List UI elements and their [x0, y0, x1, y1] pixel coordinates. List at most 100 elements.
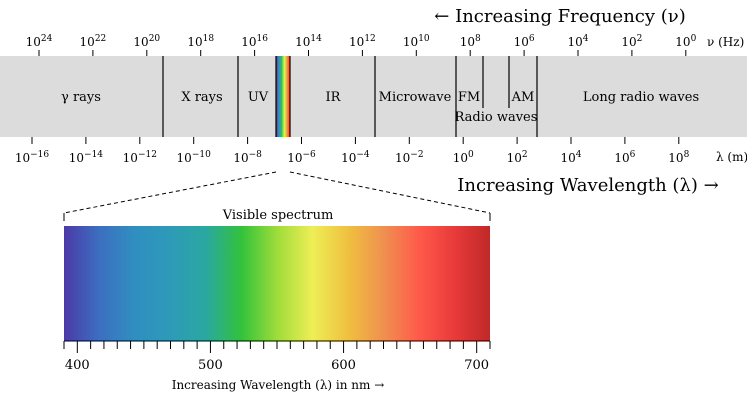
band-label-xray: X rays: [181, 90, 222, 105]
wavelength-tick-label: 10−8: [233, 150, 262, 165]
wavelength-title: Increasing Wavelength (λ): [457, 175, 698, 196]
band-label-radio: Radio waves: [455, 110, 538, 125]
wavelength-tick-label: 10−10: [177, 150, 212, 165]
wavelength-tick-base: 10: [614, 151, 629, 165]
wavelength-tick-label: 10−14: [69, 150, 104, 165]
wavelength-tick-label: 10−6: [287, 150, 316, 165]
frequency-tick-label: 1010: [403, 34, 430, 49]
wavelength-tick-base: 10: [668, 151, 683, 165]
frequency-tick-exp: 0: [691, 34, 697, 44]
wavelength-tick-base: 10: [507, 151, 522, 165]
wavelength-tick-exp: 6: [630, 150, 636, 160]
wavelength-tick-exp: −12: [138, 150, 157, 160]
frequency-tick-label: 1020: [133, 34, 160, 49]
frequency-tick-base: 10: [514, 35, 529, 49]
frequency-tick-label: 1018: [187, 34, 214, 49]
wavelength-tick-label: 10−12: [123, 150, 157, 165]
band-labels: γ rays X rays UV IR Microwave FM AM Radi…: [61, 90, 699, 125]
wavelength-tick-base: 10: [395, 151, 410, 165]
band-label-ir: IR: [326, 90, 342, 105]
wavelength-tick-base: 10: [287, 151, 302, 165]
wavelength-tick-base: 10: [123, 151, 138, 165]
frequency-tick-label: 1014: [295, 34, 322, 49]
frequency-tick-base: 10: [675, 35, 690, 49]
wavelength-arrow: →: [704, 175, 719, 196]
visible-tick-label: 700: [464, 358, 489, 373]
frequency-tick-label: 1024: [26, 34, 53, 49]
visible-axis-label: Increasing Wavelength (λ) in nm →: [172, 378, 385, 392]
expansion-line-right: [289, 171, 491, 214]
expansion-line-left: [63, 171, 277, 214]
band-label-long-radio: Long radio waves: [583, 90, 699, 105]
band-label-gamma: γ rays: [61, 90, 101, 105]
frequency-tick-base: 10: [349, 35, 364, 49]
visible-axis-labels: 400 500 600 700: [65, 358, 489, 373]
visible-tick-label: 500: [198, 358, 223, 373]
spectrum-band: [0, 56, 747, 137]
frequency-tick-exp: 10: [418, 34, 430, 44]
wavelength-tick-exp: −10: [192, 150, 211, 160]
frequency-tick-label: 108: [460, 34, 481, 49]
wavelength-tick-base: 10: [177, 151, 192, 165]
band-label-microwave: Microwave: [379, 90, 452, 105]
frequency-tick-base: 10: [403, 35, 418, 49]
wavelength-tick-exp: −6: [303, 150, 317, 160]
frequency-tick-base: 10: [295, 35, 310, 49]
wavelength-tick-label: 104: [560, 150, 581, 165]
frequency-tick-exp: 12: [364, 34, 375, 44]
frequency-tick-label: 1022: [80, 34, 107, 49]
wavelength-tick-label: 10−16: [15, 150, 50, 165]
band-dividers: [162, 56, 538, 137]
frequency-tick-base: 10: [133, 35, 148, 49]
expansion-lines: [63, 171, 491, 221]
wavelength-tick-exp: 4: [576, 150, 582, 160]
wavelength-axis-ticks: 10−16 10−14 10−12 10−10 10−8 10−6 10−4 10−2 100 1…: [15, 137, 690, 165]
wavelength-tick-label: 100: [453, 150, 474, 165]
frequency-title: Increasing Frequency (ν): [455, 6, 686, 27]
frequency-tick-exp: 18: [203, 34, 215, 44]
frequency-tick-exp: 20: [149, 34, 161, 44]
band-label-fm: FM: [458, 90, 480, 105]
visible-spectrum-bar: [64, 226, 490, 341]
frequency-tick-label: 102: [621, 34, 642, 49]
wavelength-tick-label: 10−4: [341, 150, 370, 165]
frequency-tick-base: 10: [80, 35, 95, 49]
band-label-uv: UV: [248, 90, 269, 105]
frequency-tick-exp: 2: [637, 34, 643, 44]
visible-tick-label: 600: [331, 358, 356, 373]
wavelength-tick-exp: −16: [30, 150, 49, 160]
frequency-tick-label: 100: [675, 34, 696, 49]
frequency-unit: ν (Hz): [707, 35, 744, 49]
wavelength-tick-exp: −8: [249, 150, 263, 160]
frequency-tick-exp: 16: [257, 34, 269, 44]
wavelength-header: Increasing Wavelength (λ) →: [457, 175, 718, 196]
wavelength-tick-exp: −2: [410, 150, 423, 160]
frequency-tick-label: 1016: [241, 34, 268, 49]
wavelength-tick-label: 108: [668, 150, 689, 165]
frequency-tick-exp: 14: [310, 34, 322, 44]
wavelength-tick-base: 10: [453, 151, 468, 165]
frequency-tick-base: 10: [567, 35, 582, 49]
wavelength-tick-label: 106: [614, 150, 635, 165]
wavelength-tick-exp: 2: [522, 150, 528, 160]
wavelength-tick-exp: −14: [84, 150, 103, 160]
visible-title: Visible spectrum: [222, 208, 334, 223]
visible-strip: [276, 56, 290, 137]
frequency-tick-base: 10: [460, 35, 475, 49]
wavelength-tick-label: 10−2: [395, 150, 424, 165]
wavelength-tick-base: 10: [69, 151, 84, 165]
frequency-tick-label: 1012: [349, 34, 376, 49]
wavelength-tick-base: 10: [15, 151, 30, 165]
visible-axis: [63, 340, 491, 353]
wavelength-tick-base: 10: [233, 151, 248, 165]
frequency-tick-base: 10: [621, 35, 636, 49]
frequency-tick-exp: 4: [583, 34, 589, 44]
band-label-am: AM: [511, 90, 535, 105]
frequency-tick-label: 104: [567, 34, 588, 49]
frequency-arrow: ←: [434, 6, 449, 27]
frequency-tick-label: 106: [514, 34, 535, 49]
frequency-tick-exp: 8: [475, 34, 481, 44]
wavelength-tick-base: 10: [341, 151, 356, 165]
wavelength-unit: λ (m): [716, 150, 747, 164]
